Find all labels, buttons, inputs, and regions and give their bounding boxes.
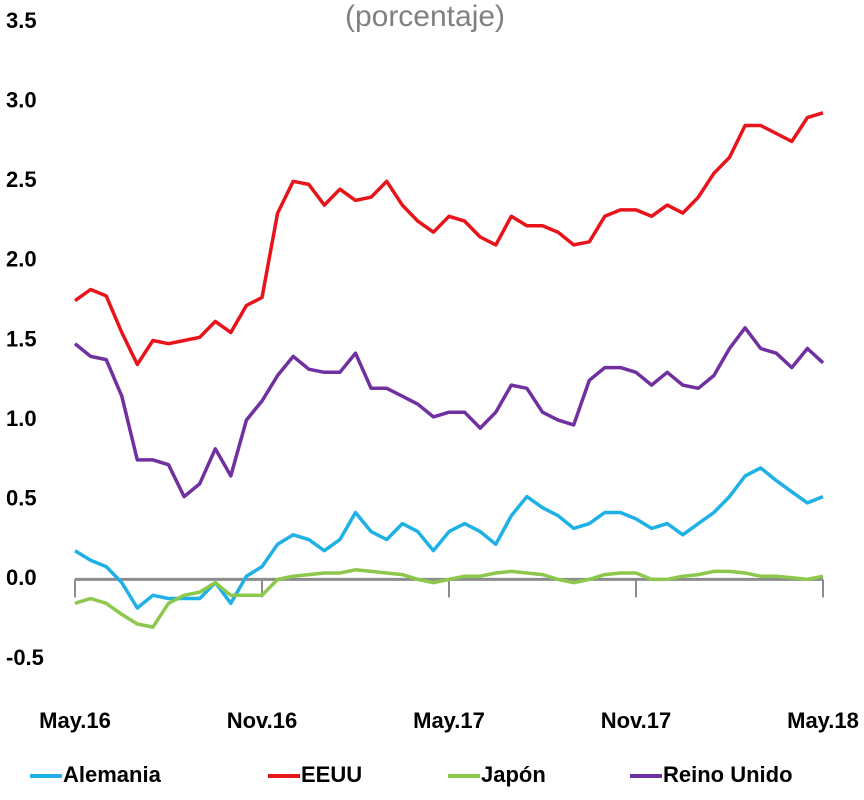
y-tick-label: 2.0: [6, 247, 37, 272]
x-tick-label: Nov.16: [227, 708, 298, 733]
y-tick-label: 1.5: [6, 326, 37, 351]
series-line: [73, 326, 825, 499]
chart-subtitle: (porcentaje): [345, 0, 505, 33]
y-tick-label: 0.0: [6, 565, 37, 590]
y-tick-label: 0.5: [6, 486, 37, 511]
legend-label: Reino Unido: [663, 762, 793, 787]
x-tick-label: Nov.17: [601, 708, 672, 733]
y-tick-label: 1.0: [6, 406, 37, 431]
y-tick-label: 2.5: [6, 167, 37, 192]
y-tick-label: 3.5: [6, 8, 37, 33]
series-line: [73, 111, 824, 367]
y-tick-label: 3.0: [6, 87, 37, 112]
x-tick-label: May.17: [413, 708, 485, 733]
legend-label: Japón: [481, 762, 546, 787]
y-tick-label: -0.5: [6, 645, 44, 670]
legend-label: EEUU: [301, 762, 362, 787]
legend-label: Alemania: [63, 762, 162, 787]
x-tick-label: May.16: [39, 708, 111, 733]
x-tick-label: May.18: [787, 708, 859, 733]
series-line: [74, 466, 824, 610]
series-line: [74, 568, 824, 629]
